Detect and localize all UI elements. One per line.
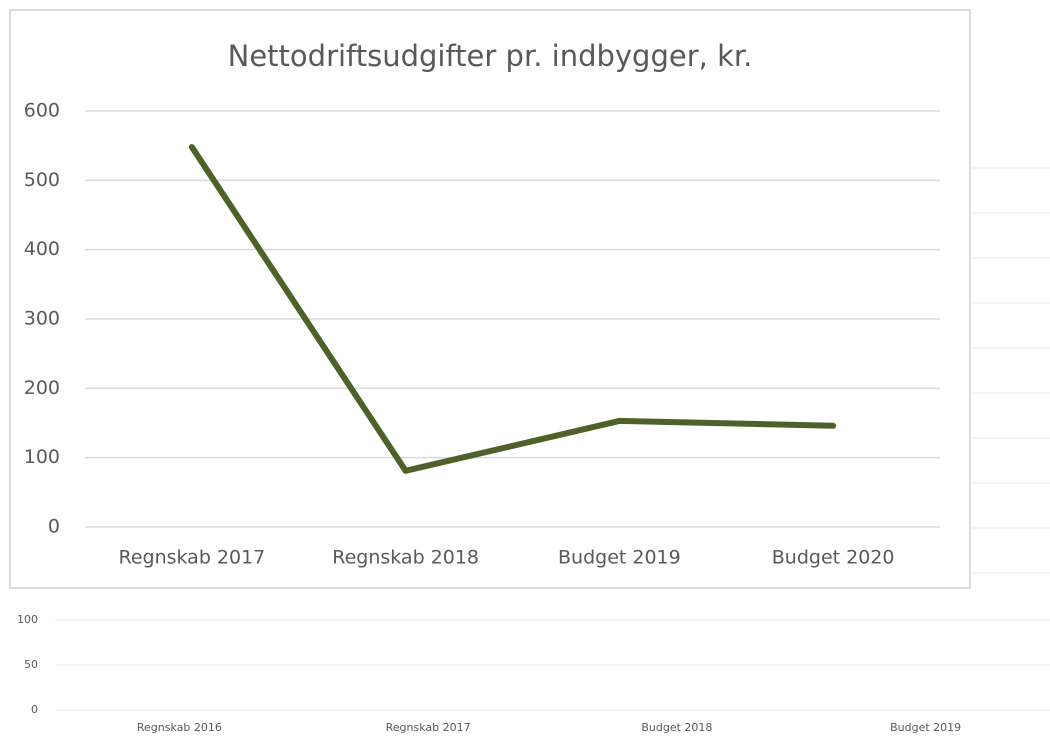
y-tick-label: 300 [24, 308, 60, 330]
x-tick-label: Regnskab 2016 [137, 721, 222, 734]
x-tick-label: Regnskab 2017 [118, 547, 265, 569]
chart-title: Nettodriftsudgifter pr. indbygger, kr. [228, 39, 753, 73]
x-tick-label: Budget 2018 [641, 721, 712, 734]
x-tick-label: Budget 2019 [890, 721, 961, 734]
y-tick-label: 100 [17, 613, 38, 626]
chart-frame [9, 9, 971, 589]
x-tick-label: Budget 2019 [558, 547, 681, 569]
x-tick-label: Regnskab 2018 [332, 547, 479, 569]
data-line [188, 144, 837, 474]
y-tick-label: 400 [24, 238, 60, 260]
y-tick-label: 500 [24, 169, 60, 191]
background-lines [972, 167, 1050, 574]
y-tick-label: 600 [24, 100, 60, 122]
y-tick-label: 0 [48, 516, 60, 538]
y-tick-label: 50 [24, 658, 38, 671]
y-tick-label: 0 [31, 703, 38, 716]
y-tick-label: 200 [24, 377, 60, 399]
y-tick-label: 100 [24, 446, 60, 468]
x-tick-label: Regnskab 2017 [386, 721, 471, 734]
x-tick-label: Budget 2020 [772, 547, 895, 569]
